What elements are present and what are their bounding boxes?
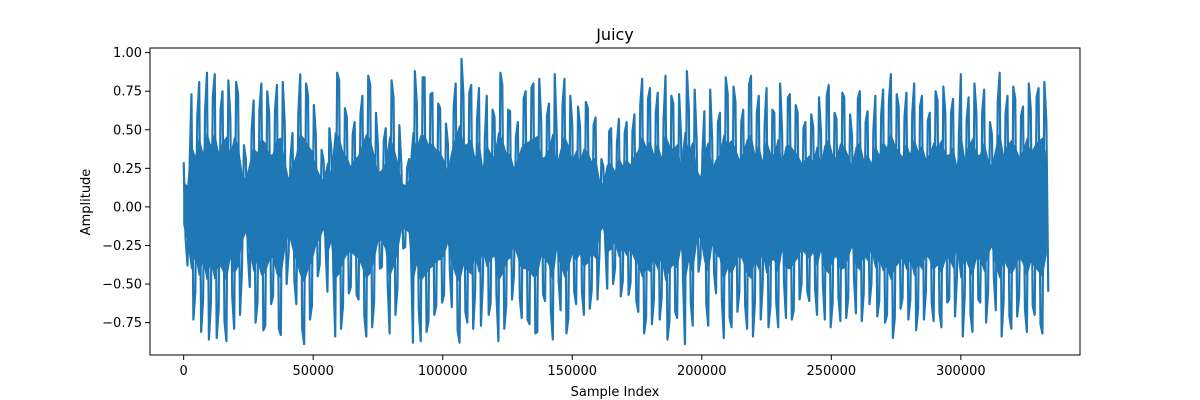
x-tick-label: 300000 [936,364,986,379]
axes-border [149,47,1081,356]
chart-title: Juicy [595,25,634,44]
y-tick-label: −0.25 [102,239,142,254]
x-axis-label: Sample Index [571,385,660,400]
y-tick-label: 0.00 [113,200,142,215]
x-axis: 0 50000 100000 150000 200000 250000 300000 [180,355,986,379]
series-layer [182,57,1050,346]
y-tick-label: −0.75 [102,316,142,331]
y-tick-label: 0.25 [113,162,142,177]
plot-area [149,47,1081,356]
y-tick-label: 1.00 [113,46,142,61]
y-tick-label: −0.50 [102,278,142,293]
y-tick-label: 0.75 [113,85,142,100]
y-axis-label: Amplitude [79,169,94,236]
y-axis: −0.75 −0.50 −0.25 0.00 0.25 0.50 0.75 1.00 [102,46,150,331]
series-envelope [183,125,1047,284]
x-tick-label: 50000 [293,364,334,379]
x-tick-label: 100000 [418,364,468,379]
x-tick-label: 0 [180,364,188,379]
x-tick-label: 250000 [806,364,856,379]
x-tick-label: 150000 [547,364,597,379]
y-tick-label: 0.50 [113,123,142,138]
x-tick-label: 200000 [677,364,727,379]
